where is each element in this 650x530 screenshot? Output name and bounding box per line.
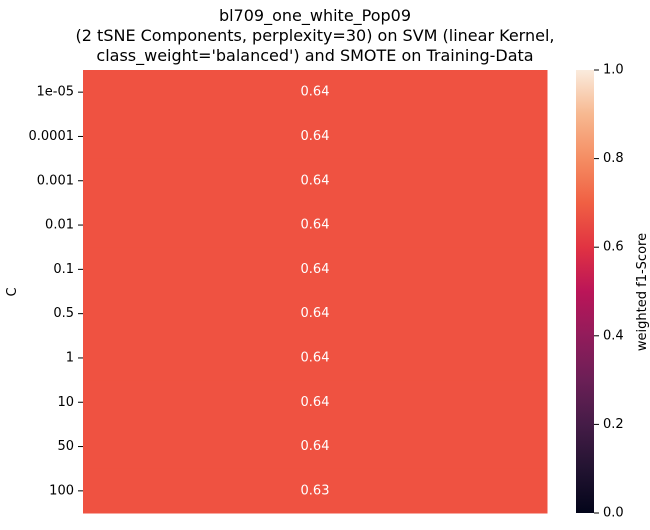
colorbar-ticks: 0.0 0.2 0.4 0.6 0.8 1.0 (594, 63, 624, 521)
heatmap-cell (83, 158, 548, 204)
colorbar-tick-label: 0.0 (603, 506, 624, 521)
y-tick-label: 10 (57, 395, 74, 410)
y-tick-label: 0.001 (37, 173, 74, 188)
y-tick-label: 100 (49, 483, 74, 498)
y-axis-ticks: 1e-05 0.0001 0.001 0.01 0.1 0.5 1 10 50 100 (29, 85, 83, 498)
y-tick-label: 0.01 (45, 218, 74, 233)
heatmap-cell-label: 0.64 (301, 129, 330, 144)
heatmap-cell-label: 0.64 (301, 218, 330, 233)
chart-title-line-2: (2 tSNE Components, perplexity=30) on SV… (76, 26, 555, 45)
chart-title-line-1: bl709_one_white_Pop09 (219, 6, 411, 26)
colorbar-tick-label: 0.8 (603, 151, 624, 166)
heatmap-cell (83, 380, 548, 425)
heatmap-cell-label: 0.64 (301, 395, 330, 410)
heatmap-cell-label: 0.63 (301, 483, 330, 498)
heatmap-cell-label: 0.64 (301, 85, 330, 100)
colorbar-tick-label: 0.4 (603, 328, 624, 343)
heatmap-cell (83, 247, 548, 292)
y-tick-label: 1 (66, 350, 74, 365)
y-tick-label: 0.0001 (29, 129, 75, 144)
heatmap-cell-label: 0.64 (301, 350, 330, 365)
heatmap-cell (83, 291, 548, 337)
colorbar-tick-label: 0.6 (603, 240, 624, 255)
y-tick-label: 1e-05 (36, 85, 74, 100)
y-tick-label: 0.5 (53, 306, 74, 321)
heatmap-cell (83, 114, 548, 160)
y-tick-label: 0.1 (53, 262, 74, 277)
y-axis-label: C (5, 287, 20, 296)
heatmap-cell-label: 0.64 (301, 173, 330, 188)
colorbar-tick-label: 0.2 (603, 417, 624, 432)
heatmap-cell-label: 0.64 (301, 306, 330, 321)
colorbar-gradient (576, 70, 594, 513)
heatmap-cell (83, 202, 548, 248)
heatmap-cell-label: 0.64 (301, 262, 330, 277)
heatmap-cell (83, 424, 548, 470)
heatmap-cell (83, 335, 548, 381)
chart-title-line-3: class_weight='balanced') and SMOTE on Tr… (96, 46, 533, 66)
colorbar-tick-label: 1.0 (603, 63, 624, 78)
heatmap-cells: 0.64 0.64 0.64 0.64 0.64 0.64 0.64 0.64 0.64 0.63 (83, 70, 548, 514)
colorbar: 0.0 0.2 0.4 0.6 0.8 1.0 weighted f1-Score (576, 63, 650, 521)
heatmap-cell (83, 70, 548, 115)
chart-title: bl709_one_white_Pop09 (2 tSNE Components… (76, 6, 555, 66)
heatmap-cell-label: 0.64 (301, 439, 330, 454)
colorbar-label: weighted f1-Score (635, 233, 650, 351)
heatmap-cell (83, 468, 548, 514)
y-tick-label: 50 (57, 439, 74, 454)
